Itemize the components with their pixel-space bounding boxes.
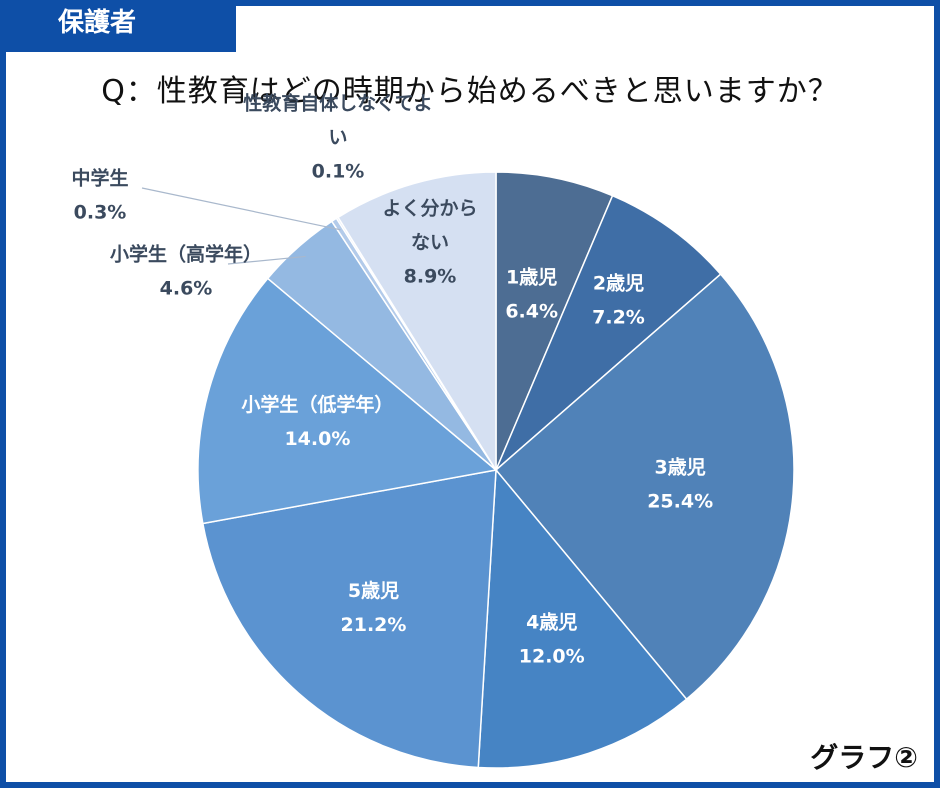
slice-value-2: 7.2% bbox=[592, 307, 645, 329]
leader-line-7 bbox=[227, 255, 306, 265]
pie-slice-2 bbox=[495, 194, 722, 471]
slice-value-6: 14.0% bbox=[284, 428, 350, 450]
slice-label-10: よく分から bbox=[382, 198, 477, 220]
pie-slice-6 bbox=[197, 277, 498, 525]
slice-label-3: 3歳児 bbox=[655, 456, 706, 478]
slice-label-9: い bbox=[328, 127, 347, 149]
slice-label-4: 4歳児 bbox=[526, 611, 577, 633]
pie-slice-5 bbox=[201, 469, 497, 769]
slice-label-1: 1歳児 bbox=[506, 266, 557, 288]
slice-value-7: 4.6% bbox=[160, 278, 213, 300]
pie-slice-10 bbox=[337, 171, 497, 473]
chart-title: Q：性教育はどの時期から始めるべきと思いますか？ bbox=[101, 74, 839, 109]
slice-value-8: 0.3% bbox=[74, 202, 127, 224]
slice-label-8: 中学生 bbox=[71, 167, 128, 190]
pie-slice-3 bbox=[494, 273, 795, 701]
slice-label-7: 小学生（高学年） bbox=[110, 243, 262, 266]
graph-number: グラフ② bbox=[810, 741, 918, 774]
slice-value-9: 0.1% bbox=[312, 161, 365, 183]
slice-value-5: 21.2% bbox=[341, 614, 407, 636]
slice-value-1: 6.4% bbox=[505, 300, 558, 322]
slice-label-9: 性教育自体しなくてよ bbox=[243, 92, 432, 115]
slice-label-5: 5歳児 bbox=[348, 580, 399, 602]
leader-line-8 bbox=[141, 187, 341, 231]
pie-slice-1 bbox=[495, 171, 614, 471]
slice-label-10: ない bbox=[411, 232, 449, 254]
pie-slice-4 bbox=[477, 468, 688, 769]
respondent-tag: 保護者 bbox=[0, 0, 236, 52]
slice-label-6: 小学生（低学年） bbox=[241, 393, 393, 416]
slice-value-4: 12.0% bbox=[519, 645, 585, 667]
slice-label-2: 2歳児 bbox=[593, 273, 644, 295]
slice-value-3: 25.4% bbox=[647, 490, 713, 512]
slice-value-10: 8.9% bbox=[404, 266, 457, 288]
